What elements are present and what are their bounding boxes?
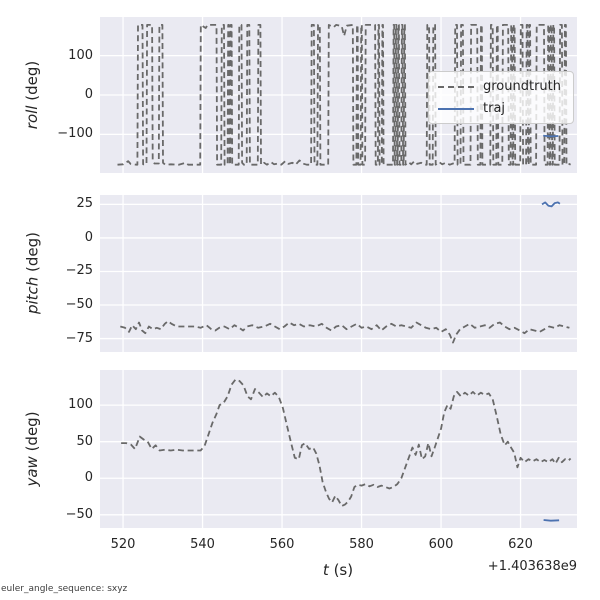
groundtruth-curve — [120, 320, 570, 344]
x-axis-label-var: t — [322, 561, 329, 579]
x-axis-offset-text: +1.403638e9 — [487, 559, 577, 574]
x-axis-label-unit: (s) — [328, 561, 354, 579]
yaw-axis-label-var: yaw — [23, 456, 41, 487]
legend-item-traj: traj — [438, 101, 564, 116]
y-tick-label: −75 — [65, 330, 93, 346]
y-tick-label: 0 — [84, 87, 93, 102]
pitch-axis-label-var: pitch — [23, 276, 42, 315]
y-tick-label: −100 — [57, 126, 93, 142]
traj-curve — [543, 134, 559, 138]
x-tick-label: 620 — [508, 537, 533, 552]
legend-groundtruth-label: groundtruth — [483, 79, 562, 94]
pitch-y-tick-labels: 25 0 −25 −50 −75 — [0, 195, 93, 352]
yaw-plot — [100, 370, 577, 528]
yaw-plot-canvas — [100, 370, 577, 528]
legend-groundtruth-line-sample — [438, 85, 474, 88]
pitch-plot — [100, 195, 577, 352]
roll-plot: groundtruth traj — [100, 17, 577, 173]
y-tick-label: 100 — [68, 47, 93, 63]
x-tick-label: 520 — [110, 537, 136, 552]
y-tick-label: 50 — [76, 433, 93, 449]
yaw-y-tick-labels: 100 50 0 −50 — [0, 370, 93, 528]
legend: groundtruth traj — [428, 71, 574, 124]
pitch-axis-label-unit: (deg) — [23, 231, 42, 277]
y-tick-label: 100 — [68, 397, 93, 413]
euler-sequence-note: euler_angle_sequence: sxyz — [1, 584, 128, 594]
traj-curve — [541, 201, 561, 208]
pitch-axis-label: pitch (deg) — [23, 195, 42, 352]
y-tick-label: 0 — [84, 470, 93, 486]
y-tick-label: −25 — [65, 263, 93, 279]
legend-traj-label: traj — [483, 101, 506, 116]
x-axis-label: t (s) — [238, 561, 438, 579]
groundtruth-curve — [117, 24, 572, 166]
traj-curve — [543, 519, 560, 522]
roll-axis-label-var: roll — [23, 105, 41, 130]
groundtruth-curve — [121, 378, 572, 507]
pitch-plot-canvas — [100, 195, 577, 352]
x-tick-label: 580 — [349, 537, 374, 552]
roll-axis-label: roll (deg) — [23, 17, 41, 173]
y-tick-label: −50 — [65, 506, 93, 522]
yaw-axis-label: yaw (deg) — [23, 370, 41, 528]
legend-traj-line-sample — [438, 107, 474, 110]
x-tick-labels: 520 540 560 580 600 620 — [100, 537, 577, 555]
roll-axis-label-unit: (deg) — [23, 60, 41, 106]
legend-item-groundtruth: groundtruth — [438, 79, 564, 94]
x-tick-label: 600 — [428, 537, 454, 552]
x-tick-label: 540 — [190, 537, 215, 552]
y-tick-label: 25 — [76, 196, 93, 212]
y-tick-label: 0 — [84, 229, 93, 245]
roll-y-tick-labels: 100 0 −100 — [0, 17, 93, 173]
yaw-axis-label-unit: (deg) — [23, 411, 41, 457]
y-tick-label: −50 — [65, 297, 93, 313]
x-tick-label: 560 — [269, 537, 295, 552]
